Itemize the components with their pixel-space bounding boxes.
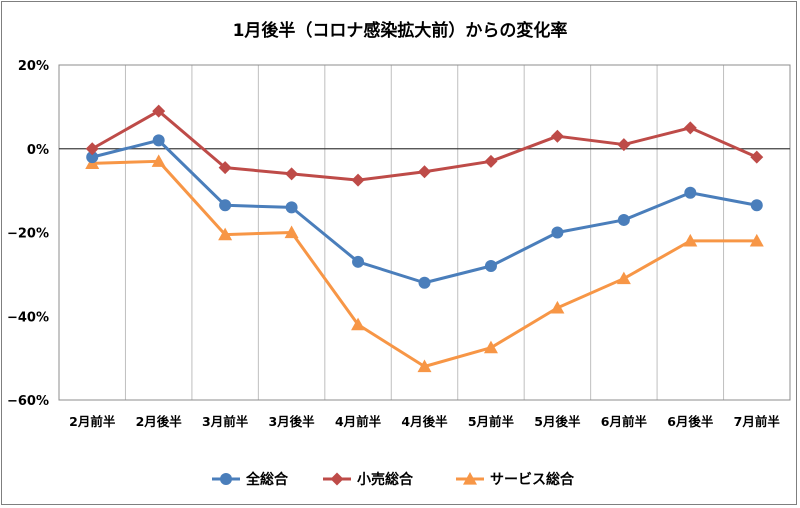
data-point-0 [551,226,564,239]
data-point-2 [351,317,366,331]
data-point-1 [617,138,631,152]
data-point-1 [418,165,431,179]
x-tick-label: 5月前半 [468,414,515,429]
legend-label: 全総合 [245,471,289,488]
data-point-2 [483,340,498,354]
legend: 全総合 小売総合 サービス総合 [212,471,575,488]
y-tick-label: 0% [27,143,49,158]
data-point-0 [285,201,298,214]
data-point-0 [418,276,431,289]
data-point-1 [550,129,564,143]
y-tick-label: −20% [7,227,49,242]
data-point-0 [750,199,763,212]
legend-marker [220,473,232,485]
chart-title: 1月後半（コロナ感染拡大前）からの変化率 [233,20,568,41]
data-point-1 [750,150,764,164]
data-point-2 [417,359,432,373]
plot-border [58,64,791,401]
x-tick-label: 3月後半 [268,414,315,429]
data-point-0 [152,134,165,147]
x-tick-label: 2月前半 [69,414,116,429]
x-tick-label: 5月後半 [534,414,581,429]
data-point-2 [616,271,631,285]
x-tick-label: 7月前半 [734,414,781,429]
data-point-1 [152,104,166,118]
x-tick-label: 4月前半 [335,414,382,429]
data-point-2 [749,233,764,247]
data-point-0 [219,199,232,212]
data-point-2 [284,225,299,239]
data-point-1 [484,154,498,168]
data-point-0 [684,186,697,199]
y-tick-label: −40% [7,310,49,325]
data-point-1 [351,173,365,187]
data-point-0 [617,213,630,226]
data-point-0 [86,151,99,164]
x-tick-label: 2月後半 [136,414,183,429]
y-tick-label: 20% [18,59,49,74]
data-point-2 [550,300,565,314]
data-point-1 [683,121,697,135]
x-tick-label: 6月前半 [601,414,648,429]
x-tick-label: 6月後半 [667,414,714,429]
legend-marker [463,472,477,485]
data-point-2 [218,227,233,241]
data-point-2 [683,233,698,247]
data-point-1 [285,167,299,181]
data-point-2 [151,154,166,167]
x-tick-label: 4月後半 [401,414,448,429]
data-point-0 [352,255,365,268]
data-point-1 [218,161,232,175]
legend-label: 小売総合 [357,471,414,488]
y-tick-label: −60% [7,394,49,409]
legend-label: サービス総合 [490,471,575,488]
data-point-0 [484,260,497,272]
x-tick-label: 3月前半 [202,414,249,429]
plot-area: 20% 0% −20% −40% −60% 2月前半 2月後半 3月前半 3月後半 4月前半 4月後… [7,59,791,429]
legend-marker [330,472,344,486]
data-point-1 [85,142,99,156]
